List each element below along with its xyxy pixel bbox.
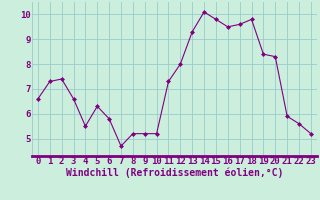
X-axis label: Windchill (Refroidissement éolien,°C): Windchill (Refroidissement éolien,°C) bbox=[66, 168, 283, 178]
